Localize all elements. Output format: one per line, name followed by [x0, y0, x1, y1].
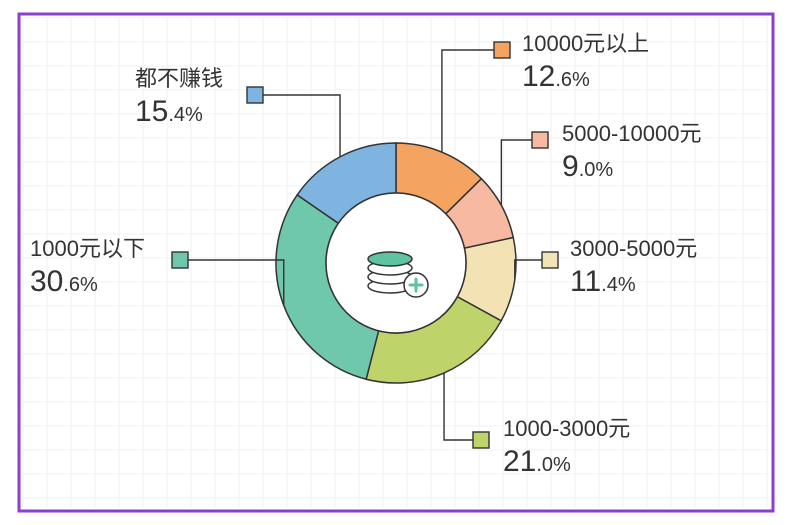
label-3000-5000: 3000-5000元11.4%: [570, 235, 697, 300]
label-value-5000-10000: 9.0%: [562, 148, 701, 186]
label-value-under-1000: 30.6%: [30, 263, 145, 301]
label-value-no-profit: 15.4%: [135, 93, 223, 131]
label-over-10000: 10000元以上12.6%: [522, 30, 649, 95]
label-category-no-profit: 都不赚钱: [135, 65, 223, 93]
label-1000-3000: 1000-3000元21.0%: [503, 415, 630, 480]
label-category-under-1000: 1000元以下: [30, 235, 145, 263]
label-value-3000-5000: 11.4%: [570, 263, 697, 301]
label-5000-10000: 5000-10000元9.0%: [562, 120, 701, 185]
label-category-3000-5000: 3000-5000元: [570, 235, 697, 263]
label-under-1000: 1000元以下30.6%: [30, 235, 145, 300]
label-value-over-10000: 12.6%: [522, 58, 649, 96]
label-category-1000-3000: 1000-3000元: [503, 415, 630, 443]
label-category-5000-10000: 5000-10000元: [562, 120, 701, 148]
label-category-over-10000: 10000元以上: [522, 30, 649, 58]
label-value-1000-3000: 21.0%: [503, 443, 630, 481]
labels-layer: 10000元以上12.6% 5000-10000元9.0% 3000-5000元11…: [0, 0, 792, 525]
label-no-profit: 都不赚钱15.4%: [135, 65, 223, 130]
